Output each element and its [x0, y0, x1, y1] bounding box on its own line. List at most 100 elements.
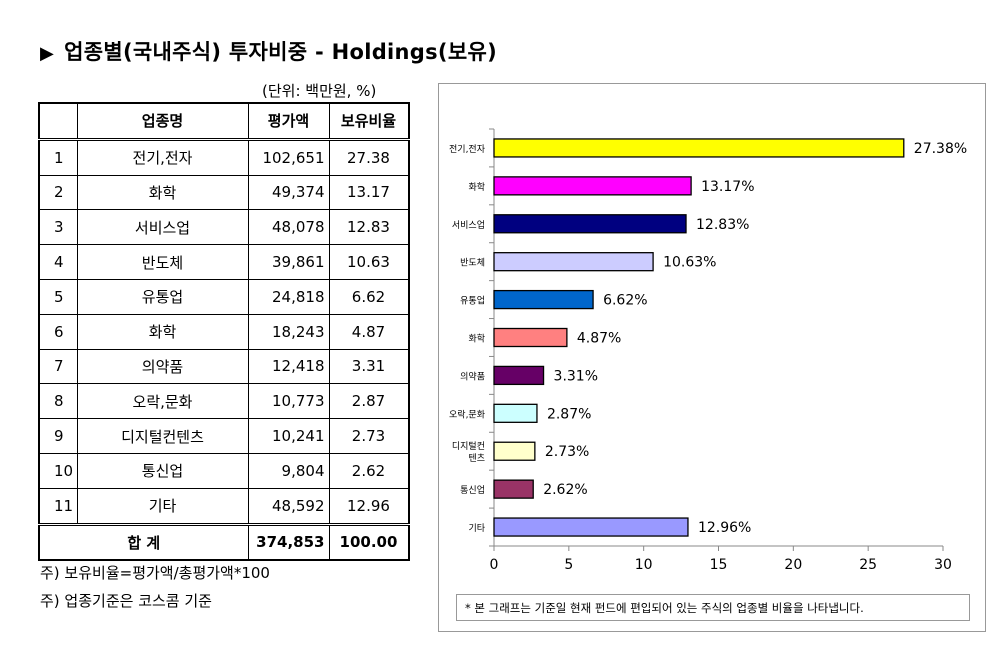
bar — [493, 479, 534, 499]
row-no: 4 — [38, 244, 78, 280]
table-row: 8 오락,문화 10,773 2.87 — [38, 383, 409, 420]
table-row: 9 디지털컨텐츠 10,241 2.73 — [38, 418, 409, 454]
bar — [493, 252, 654, 272]
bar-data-label: 10.63% — [663, 255, 716, 271]
row-value: 10,241 — [247, 418, 330, 454]
row-value: 48,592 — [247, 487, 330, 525]
table-row: 7 의약품 12,418 3.31 — [38, 348, 409, 385]
row-value: 102,651 — [247, 138, 330, 176]
row-value: 18,243 — [247, 313, 330, 350]
table-row: 5 유통업 24,818 6.62 — [38, 278, 409, 315]
page-title: ▶ 업종별(국내주식) 투자비중 - Holdings(보유) — [40, 36, 497, 66]
bar-data-label: 2.62% — [543, 482, 587, 498]
table-header-row: 업종명 평가액 보유비율 — [38, 102, 409, 141]
triangle-marker-icon: ▶ — [40, 43, 55, 64]
category-label: 기타 — [468, 523, 485, 534]
bar — [493, 176, 692, 196]
row-ratio: 2.87 — [328, 383, 409, 420]
category-label: 오락,문화 — [449, 408, 485, 420]
row-value: 48,078 — [247, 209, 330, 246]
bar-data-label: 27.38% — [914, 141, 967, 157]
row-no: 8 — [38, 383, 78, 420]
row-value: 39,861 — [247, 244, 330, 280]
row-no: 9 — [38, 418, 78, 454]
row-ratio: 27.38 — [328, 138, 409, 176]
row-sector: 기타 — [76, 487, 249, 525]
x-tick-label: 25 — [859, 557, 877, 573]
row-no: 6 — [38, 313, 78, 350]
page-title-text: 업종별(국내주식) 투자비중 - Holdings(보유) — [64, 40, 497, 64]
category-label: 의약품 — [460, 370, 485, 382]
category-label: 서비스업 — [452, 220, 485, 231]
x-tick-label: 10 — [635, 557, 653, 573]
bar — [493, 441, 536, 461]
row-sector: 의약품 — [76, 348, 249, 385]
bar — [493, 365, 545, 386]
row-ratio: 2.62 — [328, 452, 409, 489]
row-ratio: 6.62 — [328, 278, 409, 315]
bar — [493, 289, 594, 310]
category-label: 디지털컨 — [452, 440, 485, 452]
table-row: 3 서비스업 48,078 12.83 — [38, 209, 409, 246]
row-value: 10,773 — [247, 383, 330, 420]
row-sector: 전기,전자 — [76, 138, 249, 176]
row-ratio: 2.73 — [328, 418, 409, 454]
row-sector: 서비스업 — [76, 209, 249, 246]
x-tick-label: 0 — [490, 557, 499, 573]
bar — [493, 517, 689, 537]
header-ratio: 보유비율 — [328, 102, 409, 141]
bar — [493, 327, 568, 348]
row-ratio: 12.83 — [328, 209, 409, 246]
category-label: 반도체 — [460, 258, 485, 269]
table-row: 4 반도체 39,861 10.63 — [38, 244, 409, 280]
category-label: 유통업 — [460, 296, 485, 307]
category-label: 텐츠 — [468, 453, 485, 464]
bar-data-label: 13.17% — [701, 179, 754, 195]
row-value: 12,418 — [247, 348, 330, 385]
x-tick-label: 5 — [564, 557, 573, 573]
chart-note: * 본 그래프는 기준일 현재 펀드에 편입되어 있는 주식의 업종별 비율을 … — [456, 594, 970, 621]
bar-data-label: 12.83% — [696, 217, 749, 233]
note-sector-basis: 주) 업종기준은 코스콤 기준 — [40, 592, 212, 610]
row-no: 3 — [38, 209, 78, 246]
row-sector: 디지털컨텐츠 — [76, 418, 249, 454]
table-row: 11 기타 48,592 12.96 — [38, 487, 409, 525]
bar-data-label: 4.87% — [577, 331, 621, 347]
total-value: 374,853 — [247, 522, 330, 561]
category-label: 통신업 — [460, 485, 485, 496]
row-no: 7 — [38, 348, 78, 385]
bar-data-label: 6.62% — [603, 293, 647, 309]
table-row: 2 화학 49,374 13.17 — [38, 174, 409, 211]
total-label: 합 계 — [38, 522, 249, 561]
table-row: 1 전기,전자 102,651 27.38 — [38, 138, 409, 176]
table-row: 10 통신업 9,804 2.62 — [38, 452, 409, 489]
x-tick-label: 15 — [710, 557, 728, 573]
table-row: 6 화학 18,243 4.87 — [38, 313, 409, 350]
row-no: 5 — [38, 278, 78, 315]
row-sector: 오락,문화 — [76, 383, 249, 420]
x-tick-label: 30 — [934, 557, 952, 573]
bar — [493, 403, 538, 423]
category-label: 화학 — [468, 182, 485, 193]
bar — [493, 214, 687, 234]
bar-data-label: 2.87% — [547, 406, 591, 422]
row-ratio: 3.31 — [328, 348, 409, 385]
category-label: 화학 — [468, 334, 485, 345]
unit-label: (단위: 백만원, %) — [262, 82, 377, 100]
row-ratio: 4.87 — [328, 313, 409, 350]
note-ratio: 주) 보유비율=평가액/총평가액*100 — [40, 564, 270, 582]
bar-data-label: 2.73% — [545, 444, 589, 460]
x-tick-label: 20 — [784, 557, 802, 573]
row-sector: 유통업 — [76, 278, 249, 315]
row-ratio: 10.63 — [328, 244, 409, 280]
bar-data-label: 3.31% — [554, 368, 598, 384]
total-row: 합 계 374,853 100.00 — [38, 522, 409, 561]
header-no — [38, 102, 78, 141]
category-label: 전기,전자 — [449, 144, 486, 155]
row-sector: 화학 — [76, 174, 249, 211]
holdings-table: 업종명 평가액 보유비율 1 전기,전자 102,651 27.38 2 화학 49,374… — [38, 102, 410, 562]
chart-frame — [438, 83, 986, 632]
header-value: 평가액 — [247, 102, 330, 141]
row-no: 11 — [38, 487, 78, 525]
bar-data-label: 12.96% — [698, 520, 751, 536]
